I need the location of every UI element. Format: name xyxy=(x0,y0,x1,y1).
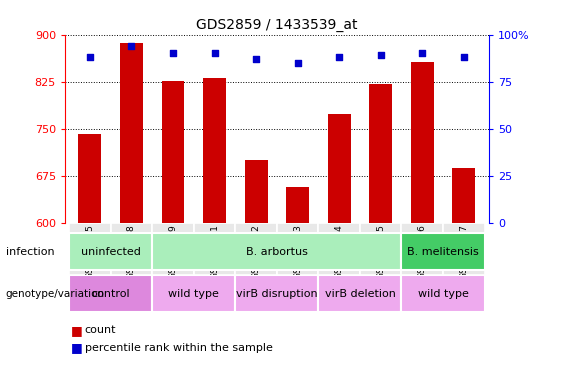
Bar xyxy=(79,134,101,223)
Text: GSM155249: GSM155249 xyxy=(168,224,177,279)
Bar xyxy=(286,187,309,223)
Text: GSM155252: GSM155252 xyxy=(251,224,260,279)
Text: GSM155254: GSM155254 xyxy=(334,224,344,279)
Point xyxy=(85,54,94,60)
Text: ■: ■ xyxy=(71,324,82,337)
Text: percentile rank within the sample: percentile rank within the sample xyxy=(85,343,273,353)
FancyBboxPatch shape xyxy=(402,233,485,270)
Point xyxy=(459,54,468,60)
FancyBboxPatch shape xyxy=(402,275,485,312)
Text: GSM155255: GSM155255 xyxy=(376,224,385,279)
FancyBboxPatch shape xyxy=(277,223,319,275)
Point xyxy=(168,50,177,56)
Point xyxy=(210,50,219,56)
FancyBboxPatch shape xyxy=(152,233,402,270)
FancyBboxPatch shape xyxy=(69,275,152,312)
FancyBboxPatch shape xyxy=(69,233,152,270)
FancyBboxPatch shape xyxy=(360,223,402,275)
Bar xyxy=(162,81,184,223)
Bar xyxy=(328,114,351,223)
Text: virB deletion: virB deletion xyxy=(324,289,396,299)
Point xyxy=(293,60,302,66)
Point xyxy=(376,52,385,58)
Text: genotype/variation: genotype/variation xyxy=(6,289,105,299)
Bar xyxy=(203,78,226,223)
FancyBboxPatch shape xyxy=(319,275,402,312)
FancyBboxPatch shape xyxy=(235,275,319,312)
Point xyxy=(334,54,344,60)
FancyBboxPatch shape xyxy=(152,223,194,275)
Point xyxy=(418,50,427,56)
Text: B. arbortus: B. arbortus xyxy=(246,247,308,257)
Point xyxy=(127,43,136,49)
FancyBboxPatch shape xyxy=(69,223,111,275)
Bar xyxy=(453,167,475,223)
Text: count: count xyxy=(85,325,116,335)
Text: GSM155256: GSM155256 xyxy=(418,224,427,279)
FancyBboxPatch shape xyxy=(319,223,360,275)
Text: infection: infection xyxy=(6,247,54,257)
FancyBboxPatch shape xyxy=(194,223,235,275)
Text: GSM155205: GSM155205 xyxy=(85,224,94,279)
Text: GSM155253: GSM155253 xyxy=(293,224,302,279)
Bar xyxy=(411,61,434,223)
Bar xyxy=(120,43,143,223)
FancyBboxPatch shape xyxy=(402,223,443,275)
FancyBboxPatch shape xyxy=(235,223,277,275)
Point xyxy=(251,56,260,62)
Text: control: control xyxy=(92,289,130,299)
Text: ■: ■ xyxy=(71,341,82,354)
Text: B. melitensis: B. melitensis xyxy=(407,247,479,257)
Title: GDS2859 / 1433539_at: GDS2859 / 1433539_at xyxy=(196,18,358,32)
Text: GSM155257: GSM155257 xyxy=(459,224,468,279)
Text: GSM155251: GSM155251 xyxy=(210,224,219,279)
Text: wild type: wild type xyxy=(418,289,468,299)
Text: wild type: wild type xyxy=(168,289,219,299)
FancyBboxPatch shape xyxy=(443,223,485,275)
Text: uninfected: uninfected xyxy=(81,247,141,257)
FancyBboxPatch shape xyxy=(111,223,152,275)
FancyBboxPatch shape xyxy=(152,275,235,312)
Text: virB disruption: virB disruption xyxy=(236,289,318,299)
Text: GSM155248: GSM155248 xyxy=(127,224,136,279)
Bar xyxy=(245,160,267,223)
Bar xyxy=(370,84,392,223)
